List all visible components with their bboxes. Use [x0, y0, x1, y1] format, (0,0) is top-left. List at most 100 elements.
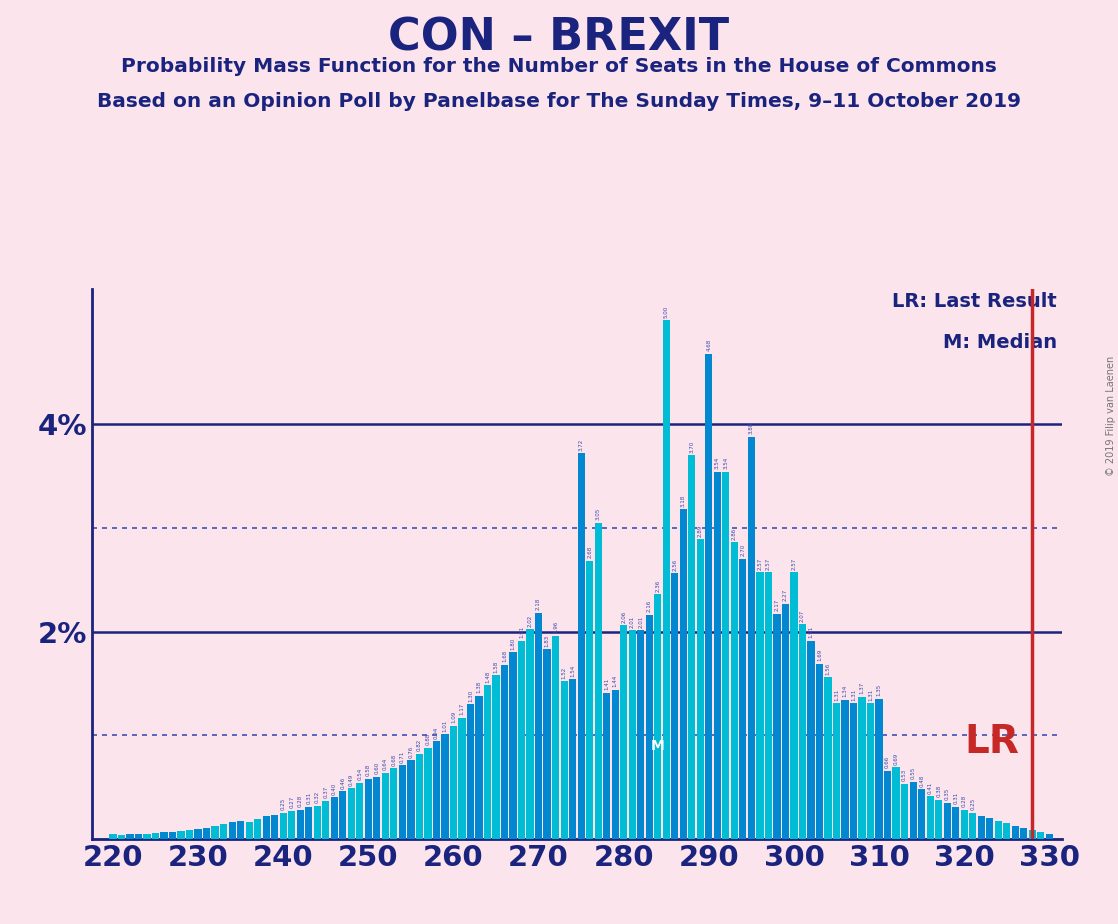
Text: 0.76: 0.76 [408, 746, 414, 758]
Bar [569, 679, 576, 839]
Text: 1.58: 1.58 [493, 661, 499, 673]
Text: 1.83: 1.83 [544, 634, 550, 647]
Text: 0.71: 0.71 [400, 750, 405, 762]
Bar [697, 540, 704, 839]
Bar [314, 806, 321, 839]
Bar [492, 675, 500, 839]
Text: 1.48: 1.48 [485, 671, 490, 683]
Text: CON – BREXIT: CON – BREXIT [388, 17, 730, 60]
Text: 2.07: 2.07 [800, 610, 805, 622]
Text: 0.82: 0.82 [417, 739, 421, 751]
Bar [833, 703, 840, 839]
Text: 0.66: 0.66 [885, 756, 890, 768]
Text: 2.01: 2.01 [638, 615, 643, 628]
Text: 3.88: 3.88 [749, 421, 754, 434]
Bar [689, 456, 695, 839]
Text: LR: Last Result: LR: Last Result [892, 292, 1058, 311]
Bar [892, 768, 900, 839]
Bar [357, 783, 363, 839]
Text: 1.54: 1.54 [570, 664, 575, 676]
Bar [467, 704, 474, 839]
Bar [637, 630, 644, 839]
Text: 3.70: 3.70 [690, 441, 694, 453]
Bar [560, 681, 568, 839]
Bar [739, 559, 747, 839]
Bar [671, 574, 679, 839]
Text: Probability Mass Function for the Number of Seats in the House of Commons: Probability Mass Function for the Number… [121, 57, 997, 77]
Bar [117, 835, 125, 839]
Text: 1.34: 1.34 [843, 686, 847, 698]
Text: © 2019 Filip van Laenen: © 2019 Filip van Laenen [1106, 356, 1116, 476]
Bar [475, 696, 483, 839]
Bar [305, 807, 312, 839]
Text: 3.54: 3.54 [723, 457, 728, 469]
Bar [552, 636, 559, 839]
Bar [220, 824, 227, 839]
Text: 1.31: 1.31 [868, 688, 873, 700]
Bar [407, 760, 415, 839]
Text: 2.86: 2.86 [732, 528, 737, 540]
Bar [944, 803, 950, 839]
Bar [254, 820, 262, 839]
Text: 0.28: 0.28 [297, 796, 303, 808]
Text: 3.05: 3.05 [596, 508, 600, 520]
Text: 0.60: 0.60 [375, 762, 379, 774]
Text: 1.37: 1.37 [860, 682, 864, 694]
Text: 0.35: 0.35 [945, 788, 949, 800]
Bar [160, 832, 168, 839]
Bar [458, 718, 465, 839]
Text: 1.52: 1.52 [561, 666, 567, 679]
Bar [774, 614, 780, 839]
Text: 0.58: 0.58 [366, 764, 371, 776]
Bar [612, 689, 618, 839]
Bar [1045, 833, 1053, 839]
Text: 1.35: 1.35 [877, 684, 882, 697]
Bar [807, 641, 815, 839]
Bar [126, 833, 133, 839]
Bar [620, 626, 627, 839]
Bar [331, 797, 338, 839]
Bar [399, 765, 406, 839]
Text: 1.91: 1.91 [519, 626, 524, 638]
Bar [433, 741, 440, 839]
Bar [246, 822, 253, 839]
Text: 0.55: 0.55 [911, 767, 916, 779]
Bar [152, 833, 159, 839]
Bar [536, 613, 542, 839]
Bar [211, 825, 219, 839]
Text: 1.17: 1.17 [459, 703, 464, 715]
Text: 0.48: 0.48 [919, 774, 925, 786]
Text: 2.70: 2.70 [740, 544, 746, 556]
Bar [680, 509, 686, 839]
Bar [527, 629, 533, 839]
Bar [364, 779, 372, 839]
Bar [645, 615, 653, 839]
Bar [381, 772, 389, 839]
Bar [484, 686, 491, 839]
Bar [884, 771, 891, 839]
Text: 0.40: 0.40 [332, 783, 337, 795]
Bar [790, 572, 797, 839]
Bar [228, 822, 236, 839]
Bar [203, 828, 210, 839]
Text: 3.18: 3.18 [681, 494, 685, 506]
Bar [960, 810, 968, 839]
Bar [663, 321, 670, 839]
Text: 2.68: 2.68 [587, 546, 593, 558]
Bar [969, 813, 976, 839]
Text: 0.49: 0.49 [349, 773, 353, 785]
Bar [628, 630, 636, 839]
Text: 0.37: 0.37 [323, 785, 329, 798]
Bar [595, 523, 601, 839]
Bar [501, 664, 509, 839]
Bar [237, 821, 244, 839]
Text: 1.91: 1.91 [808, 626, 814, 638]
Text: 0.54: 0.54 [358, 768, 362, 781]
Bar [586, 561, 594, 839]
Text: 5.00: 5.00 [664, 306, 669, 318]
Text: 1.96: 1.96 [553, 621, 558, 633]
Bar [722, 472, 729, 839]
Bar [713, 472, 721, 839]
Bar [875, 699, 883, 839]
Text: 0.27: 0.27 [290, 796, 294, 808]
